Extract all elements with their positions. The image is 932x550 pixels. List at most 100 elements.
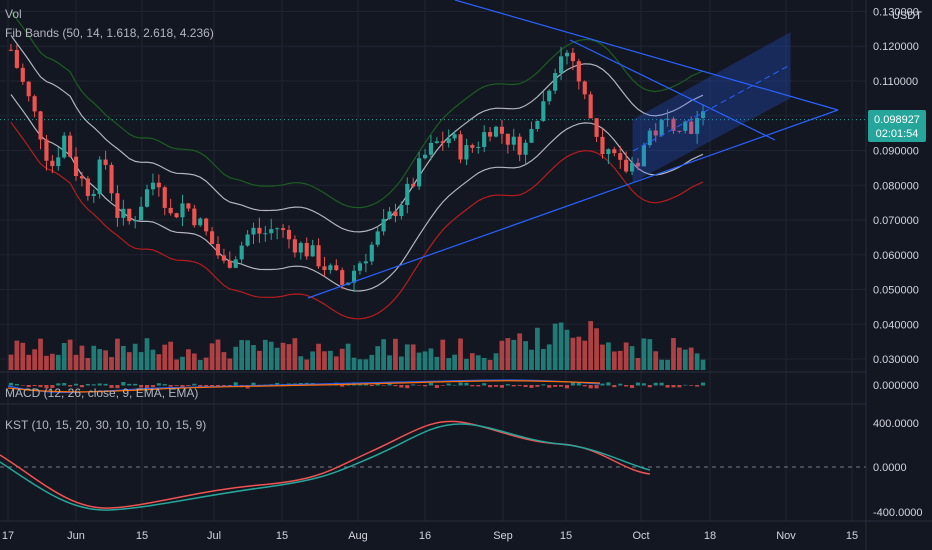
volume-bar: [67, 339, 73, 370]
volume-bar: [144, 338, 150, 370]
legend-kst[interactable]: KST (10, 15, 20, 30, 10, 10, 10, 15, 9): [5, 418, 206, 432]
macd-histogram-bar: [91, 384, 96, 386]
macd-histogram-bar: [440, 385, 445, 386]
macd-histogram-bar: [434, 385, 439, 388]
macd-histogram-bar: [73, 383, 79, 386]
volume-bar: [79, 345, 85, 370]
volume-bar: [671, 338, 676, 370]
candle-body: [535, 120, 540, 129]
volume-bar: [156, 354, 162, 370]
macd-histogram-bar: [204, 385, 209, 388]
candle-body: [204, 218, 209, 232]
candle-body: [298, 242, 303, 253]
time-axis[interactable]: 17 Jun 15 Jul 15 Aug 16 Sep 15 Oct 18 Nov 15: [2, 530, 858, 542]
candle-body: [14, 49, 19, 68]
candle-body: [174, 213, 179, 218]
macd-histogram-bar: [635, 382, 641, 386]
macd-histogram-bar: [695, 385, 700, 387]
candle-body: [689, 121, 694, 134]
volume-bar: [499, 340, 505, 370]
macd-histogram-bar: [629, 385, 635, 389]
macd-histogram-bar: [665, 385, 670, 388]
volume-bar: [138, 352, 144, 370]
candle-body: [322, 266, 327, 271]
macd-histogram-bar: [156, 383, 161, 386]
macd-pane: [7, 379, 706, 394]
macd-histogram-bar: [180, 385, 185, 388]
volume-bar: [635, 358, 641, 370]
candle-body: [523, 142, 528, 155]
volume-bar: [186, 349, 191, 370]
candle-body: [144, 189, 150, 207]
candle-body: [458, 134, 463, 160]
volume-bar: [55, 354, 61, 370]
volume-bar: [523, 341, 528, 370]
macd-axis[interactable]: 0.000000: [873, 380, 919, 392]
candle-body: [659, 119, 664, 136]
candle-body: [606, 149, 611, 155]
volume-bar: [44, 355, 49, 370]
candle-body: [618, 153, 623, 160]
candle-body: [351, 270, 357, 283]
candle-body: [482, 132, 487, 147]
candle-body: [434, 141, 439, 143]
candle-body: [375, 231, 380, 245]
time-tick-label: 15: [136, 530, 148, 542]
candle-body: [363, 261, 368, 264]
price-axis[interactable]: 0.1300000.1200000.1100000.1000000.090000…: [873, 6, 919, 366]
volume-bar: [191, 353, 197, 370]
volume-bar: [422, 351, 428, 370]
legend-vol[interactable]: Vol: [5, 7, 22, 21]
macd-histogram-bar: [529, 385, 534, 388]
volume-bar: [440, 339, 446, 370]
volume-bar: [20, 342, 26, 370]
macd-histogram-bar: [588, 385, 593, 389]
candle-body: [576, 61, 581, 82]
macd-histogram-bar: [133, 383, 138, 386]
candle-body: [150, 182, 155, 190]
volume-bar: [688, 347, 694, 370]
legend-macd[interactable]: MACD (12, 26, close, 9, EMA, EMA): [5, 386, 198, 400]
volume-bar: [26, 354, 32, 370]
macd-histogram-bar: [659, 382, 664, 386]
kst-axis[interactable]: 400.0000 0.0000 -400.0000: [873, 418, 923, 519]
volume-bar: [14, 340, 20, 370]
candle-body: [44, 139, 49, 161]
time-tick-label: Jun: [67, 530, 85, 542]
price-tick-label: 0.120000: [873, 41, 919, 53]
macd-histogram-bar: [103, 383, 108, 386]
macd-histogram-bar: [624, 385, 629, 387]
volume-bar: [493, 353, 499, 370]
candle-body: [304, 242, 309, 257]
volume-bar: [221, 352, 227, 370]
volume-bar: [682, 349, 688, 370]
price-tick-label: 0.080000: [873, 180, 919, 192]
macd-histogram-bar: [26, 385, 31, 388]
trend-lines[interactable]: [307, 0, 839, 299]
volume-bar: [85, 358, 91, 370]
volume-bar: [487, 359, 493, 370]
volume-bar: [700, 359, 706, 370]
macd-histogram-bar: [186, 385, 191, 386]
volume-bar: [38, 338, 43, 370]
candle-body: [428, 142, 434, 155]
candle-body: [594, 118, 599, 137]
candle-body: [541, 101, 546, 121]
candle-body: [257, 227, 262, 234]
candle-body: [85, 178, 90, 196]
volume-bar: [481, 357, 487, 370]
candle-body: [215, 244, 221, 256]
candle-body: [50, 160, 55, 167]
candle-body: [251, 227, 256, 235]
time-tick-label: Oct: [632, 530, 649, 542]
candle-body: [328, 265, 333, 271]
candle-body: [559, 56, 564, 74]
candle-body: [292, 239, 297, 253]
legend-fib-bands[interactable]: Fib Bands (50, 14, 1.618, 2.618, 4.236): [5, 26, 214, 40]
macd-histogram-bar: [8, 382, 14, 386]
volume-bar: [404, 344, 410, 370]
candle-body: [635, 162, 641, 167]
candle-body: [121, 208, 126, 218]
macd-histogram-bar: [44, 385, 49, 389]
